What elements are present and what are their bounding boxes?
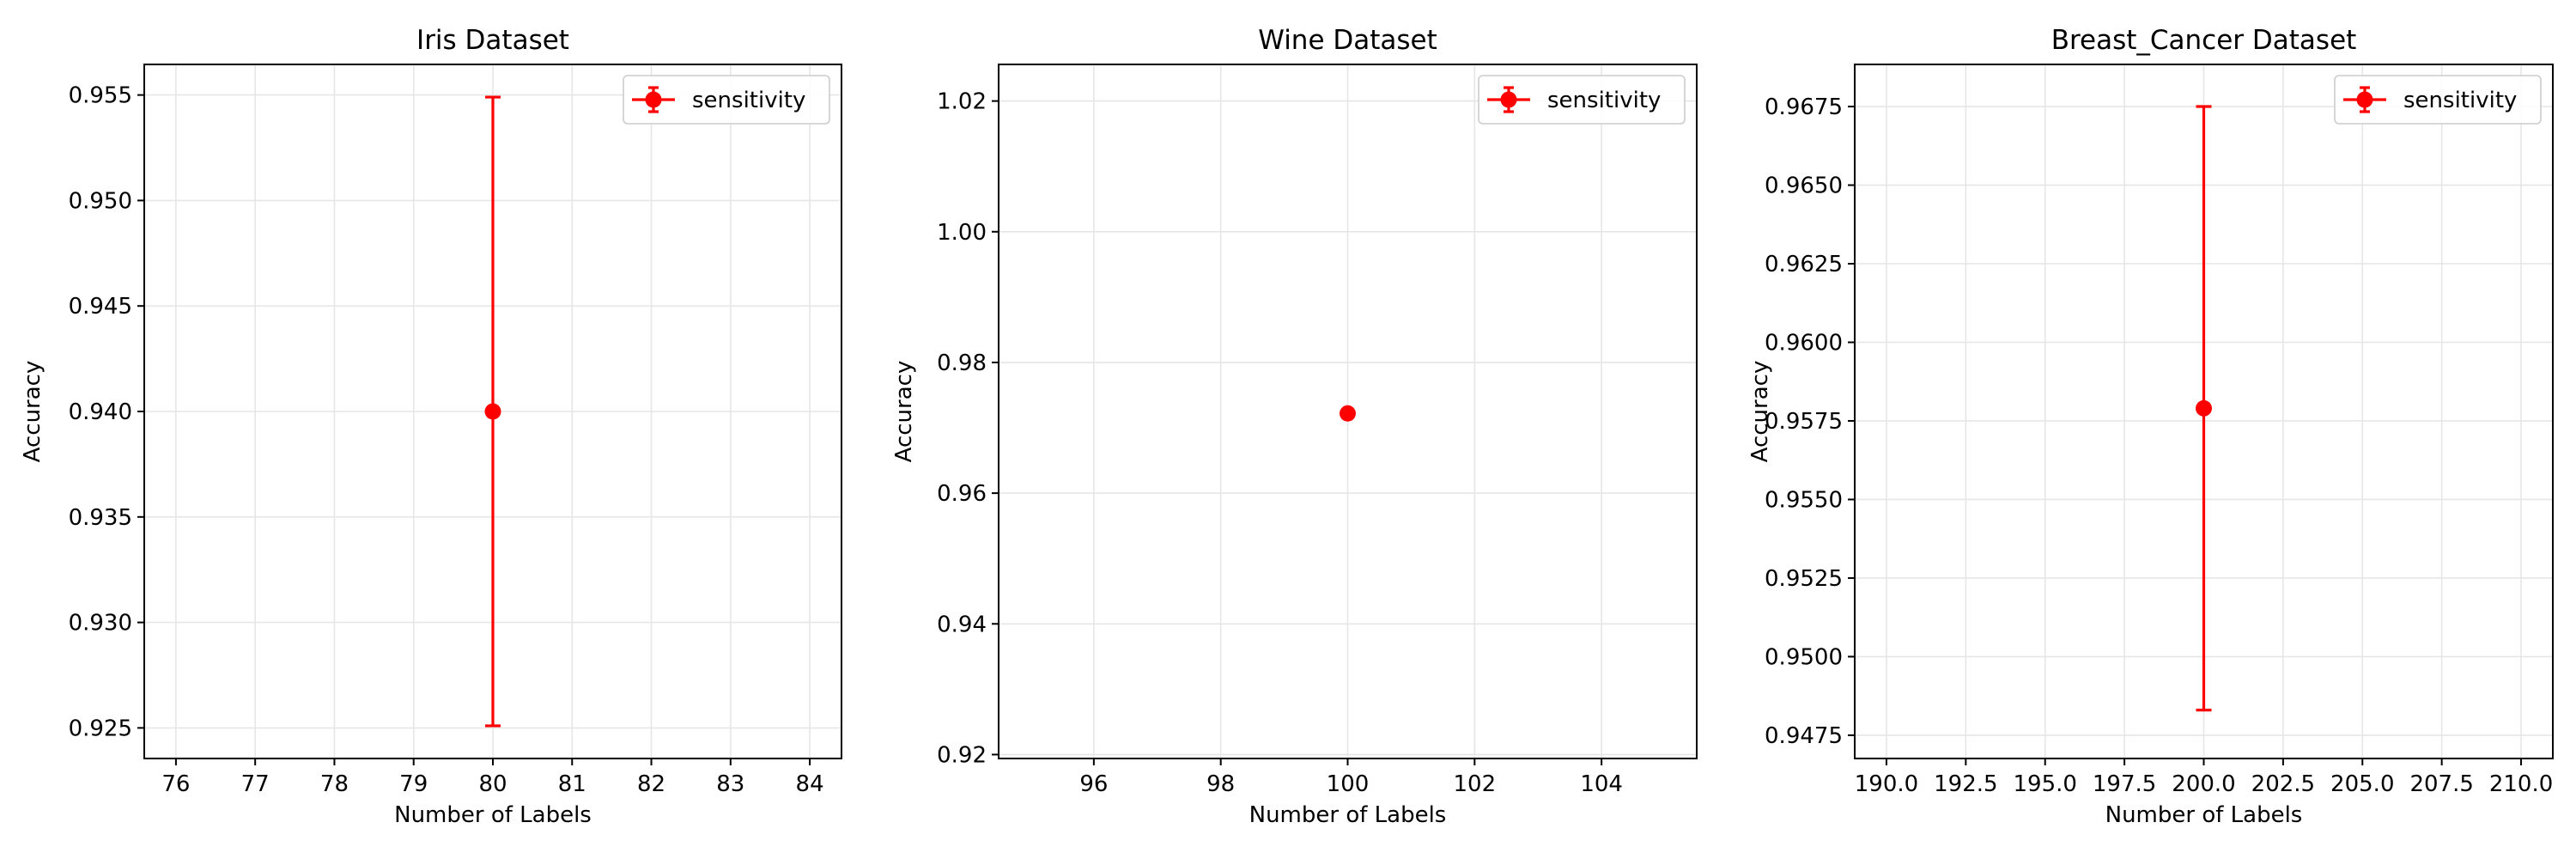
x-tick-label: 77 xyxy=(241,771,270,797)
x-axis-label: Number of Labels xyxy=(394,802,592,828)
x-tick-label: 205.0 xyxy=(2330,771,2394,797)
x-tick-label: 84 xyxy=(796,771,824,797)
chart-panel: Iris Dataset 76 77 78 79 80 81 82 83 84 0.925 0.930… xyxy=(20,25,842,828)
chart-title: Wine Dataset xyxy=(1258,25,1437,56)
y-tick-label: 0.9475 xyxy=(1765,723,1843,749)
y-tick-label: 1.00 xyxy=(937,220,987,246)
x-tick-label: 210.0 xyxy=(2489,771,2553,797)
legend-marker xyxy=(2356,91,2373,108)
x-tick-label: 82 xyxy=(637,771,665,797)
x-tick-label: 80 xyxy=(478,771,507,797)
y-tick-label: 0.94 xyxy=(937,612,987,637)
y-tick-label: 0.945 xyxy=(69,294,132,320)
x-tick-label: 104 xyxy=(1580,771,1623,797)
x-tick-label: 195.0 xyxy=(2014,771,2077,797)
x-axis-label: Number of Labels xyxy=(1249,802,1447,828)
x-tick-label: 192.5 xyxy=(1934,771,1997,797)
legend: sensitivity xyxy=(1478,75,1686,125)
y-tick-label: 0.935 xyxy=(69,505,132,531)
y-tick-label: 0.9575 xyxy=(1765,409,1843,435)
x-tick-label: 76 xyxy=(161,771,190,797)
chart-title: Iris Dataset xyxy=(416,25,569,56)
x-tick-label: 79 xyxy=(399,771,428,797)
y-tick-label: 0.96 xyxy=(937,481,987,507)
chart-title: Breast_Cancer Dataset xyxy=(2051,25,2357,56)
y-tick-label: 0.9650 xyxy=(1765,174,1843,199)
chart-panel: Breast_Cancer Dataset 190.0 192.5 195.0 197.… xyxy=(1747,25,2554,828)
x-tick-label: 202.5 xyxy=(2251,771,2315,797)
x-tick-label: 78 xyxy=(320,771,349,797)
y-tick-label: 0.92 xyxy=(937,742,987,768)
legend-label: sensitivity xyxy=(1547,88,1661,113)
legend-marker xyxy=(645,91,662,108)
y-axis-label: Accuracy xyxy=(891,361,917,463)
legend-label: sensitivity xyxy=(692,88,805,113)
y-axis-label: Accuracy xyxy=(1747,361,1773,463)
x-tick-label: 81 xyxy=(558,771,586,797)
x-tick-label: 100 xyxy=(1327,771,1370,797)
legend-marker xyxy=(1500,91,1517,108)
plot-frame xyxy=(1854,64,2554,759)
y-tick-label: 0.930 xyxy=(69,611,132,637)
y-tick-label: 0.9625 xyxy=(1765,252,1843,277)
y-tick-label: 1.02 xyxy=(937,89,987,115)
legend: sensitivity xyxy=(2334,75,2542,125)
y-axis-label: Accuracy xyxy=(20,361,46,463)
y-tick-label: 0.9675 xyxy=(1765,94,1843,120)
y-tick-label: 0.9500 xyxy=(1765,644,1843,670)
data-point xyxy=(2196,399,2212,417)
chart-panel: Wine Dataset 96 98 100 102 104 0.92 0.94 0.96 0.9… xyxy=(891,25,1698,828)
x-axis-label: Number of Labels xyxy=(2105,802,2303,828)
y-tick-label: 0.9550 xyxy=(1765,487,1843,513)
data-point xyxy=(1340,405,1356,422)
y-tick-label: 0.9525 xyxy=(1765,566,1843,592)
y-tick-label: 0.940 xyxy=(69,399,132,425)
x-tick-label: 83 xyxy=(716,771,744,797)
x-tick-label: 207.5 xyxy=(2409,771,2473,797)
y-tick-label: 0.925 xyxy=(69,716,132,741)
x-tick-label: 98 xyxy=(1206,771,1235,797)
plot-frame xyxy=(998,64,1698,759)
plot-frame xyxy=(143,64,842,759)
legend-box xyxy=(623,75,830,125)
y-tick-label: 0.955 xyxy=(69,83,132,109)
legend-box xyxy=(1478,75,1686,125)
x-tick-label: 96 xyxy=(1079,771,1108,797)
y-tick-label: 0.9600 xyxy=(1765,330,1843,356)
legend-box xyxy=(2334,75,2542,125)
y-tick-label: 0.98 xyxy=(937,350,987,376)
x-tick-label: 197.5 xyxy=(2093,771,2156,797)
y-tick-label: 0.950 xyxy=(69,188,132,214)
legend-label: sensitivity xyxy=(2403,88,2517,113)
legend: sensitivity xyxy=(623,75,830,125)
x-tick-label: 190.0 xyxy=(1855,771,1918,797)
x-tick-label: 200.0 xyxy=(2172,771,2235,797)
data-point xyxy=(484,403,501,420)
x-tick-label: 102 xyxy=(1453,771,1496,797)
